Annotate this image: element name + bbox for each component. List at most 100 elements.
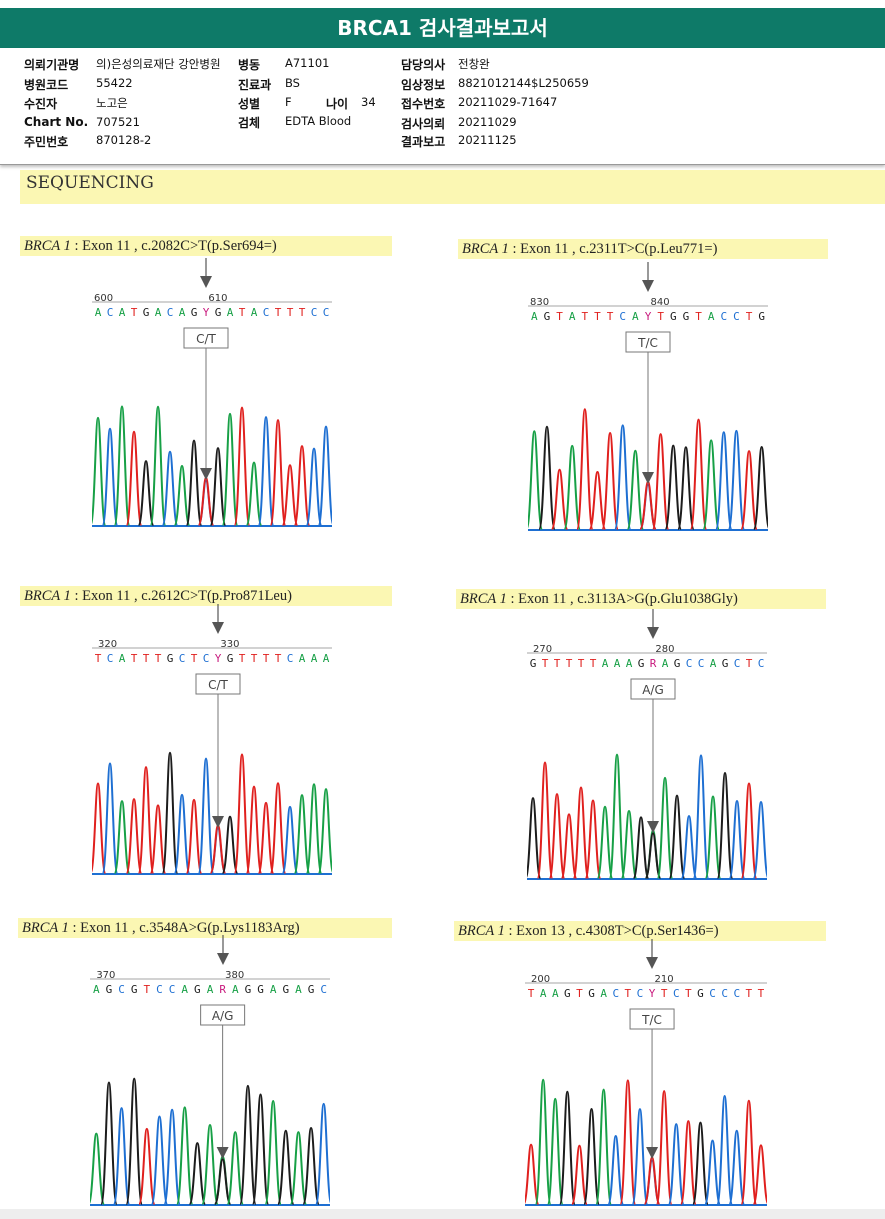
genotype-call-box [200,1004,246,1026]
trace-peak [548,793,566,879]
base-call: C [203,652,210,665]
trace-peak [281,464,299,526]
trace-peak [550,468,569,530]
base-call: C [167,306,174,319]
base-call: A [540,987,547,1000]
trace-peak [752,1144,767,1205]
trace-peak [257,416,275,526]
trace-peak [570,1144,588,1205]
trace-peak [175,1106,194,1205]
trace-peak [626,449,645,530]
base-call: G [191,306,198,319]
genotype-call-label: T/C [641,1013,662,1027]
base-call: T [131,306,138,319]
base-call: T [685,987,692,1000]
base-call: C [311,306,318,319]
base-call: T [625,987,632,1000]
base-call: G [167,652,174,665]
age-value: 34 [361,95,376,109]
base-call: G [282,983,289,996]
position-number-left: 600 [94,293,113,304]
trace-peak [692,754,710,879]
trace-peak [631,1108,649,1205]
trace-peak [607,1134,625,1205]
base-call: Y [649,987,656,1000]
base-call: C [107,306,114,319]
variant-pointer-arrowhead [212,816,224,828]
trace-peak [302,1126,320,1205]
base-call: T [657,310,664,323]
base-call: G [227,652,234,665]
position-number-right: 610 [208,293,227,304]
trace-peak [163,1108,181,1205]
trace-peak [317,788,332,874]
gene-name: BRCA 1 [24,238,71,254]
base-call: T [275,306,282,319]
trace-peak [226,1131,245,1205]
base-call: A [311,652,318,665]
age-label: 나이 [326,97,349,111]
clinical-info-value: 8821012144$L250659 [458,76,589,90]
position-number-right: 280 [655,644,674,655]
trace-peak [173,465,191,526]
ward-value: A71101 [285,56,330,70]
patient-name-value: 노고은 [96,96,128,110]
trace-peak [655,1090,673,1205]
base-call: C [709,987,716,1000]
base-call: C [720,310,727,323]
trace-peak [576,408,594,530]
trace-peak [245,461,263,526]
base-call: G [143,306,150,319]
trace-peak [588,471,607,530]
base-call: T [556,310,563,323]
trace-peak [293,445,311,526]
trace-peak [527,797,542,879]
specimen-value: EDTA Blood [285,114,352,128]
trace-peak [716,771,734,879]
base-call: G [638,657,645,670]
base-call: G [588,987,595,1000]
trace-peak [728,1129,746,1205]
trace-peak [257,801,275,874]
base-call: A [119,652,126,665]
trace-peak [563,444,582,530]
gene-name: BRCA 1 [462,241,509,257]
gene-name: BRCA 1 [460,591,507,607]
trace-peak [740,782,758,879]
trace-peak [101,427,119,526]
trace-peak [752,801,767,879]
base-call: G [758,310,765,323]
physician-value: 전창완 [458,57,490,71]
position-number-right: 840 [651,297,670,308]
base-call: T [554,657,561,670]
genotype-call-label: A/G [642,683,664,697]
trace-peak [656,776,674,879]
requesting-institution-value: 의)은성의료재단 강안병원 [96,57,221,71]
base-call: G [106,983,113,996]
base-call: G [215,306,222,319]
base-call: T [239,652,246,665]
trace-peak [558,1090,576,1205]
variant-detail: : Exon 11 , c.3548A>G(p.Lys1183Arg) [68,920,300,936]
genotype-call-box [630,678,676,700]
trace-peak [149,804,167,874]
base-call: A [207,983,214,996]
trace-peak [608,753,626,879]
trace-peak [92,416,107,526]
trace-peak [632,816,650,879]
genotype-call-label: T/C [637,336,658,350]
variant-detail: : Exon 13 , c.4308T>C(p.Ser1436=) [504,923,719,939]
trace-peak [667,1123,685,1205]
base-call: T [131,652,138,665]
base-call: G [722,657,729,670]
base-call: T [566,657,573,670]
base-call: T [746,987,753,1000]
position-number-left: 270 [533,644,552,655]
base-call: A [626,657,633,670]
chart-no-label: Chart No. [24,115,89,129]
trace-peak [572,786,590,879]
base-call: G [670,310,677,323]
base-call: G [530,657,537,670]
